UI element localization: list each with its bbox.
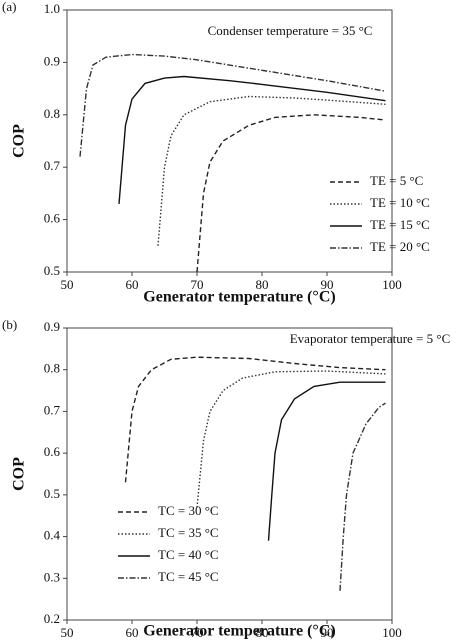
x-tick-label: 70 [191, 625, 204, 640]
x-tick-label: 50 [61, 625, 74, 640]
y-tick-label: 0.5 [44, 263, 60, 278]
y-tick-label: 1.0 [44, 1, 60, 16]
plot-frame [66, 327, 393, 621]
x-tick-label: 80 [256, 277, 269, 292]
x-tick-label: 60 [126, 277, 139, 292]
y-tick-label: 0.8 [44, 106, 60, 121]
x-tick-label: 100 [382, 625, 402, 640]
y-tick-label: 0.7 [44, 158, 61, 173]
y-tick-label: 0.8 [44, 361, 60, 376]
x-tick-label: 100 [382, 277, 402, 292]
y-axis-title: COP [11, 124, 28, 158]
series-line [124, 356, 386, 483]
panel-label: (b) [2, 317, 17, 332]
y-axis-title: COP [11, 457, 28, 491]
legend-label: TE = 15 °C [370, 217, 430, 232]
series-line [339, 402, 386, 591]
legend-label: TE = 5 °C [370, 173, 423, 188]
legend-label: TC = 40 °C [158, 547, 219, 562]
legend-label: TC = 30 °C [158, 503, 219, 518]
annotation: Condenser temperature = 35 °C [208, 23, 373, 38]
y-tick-label: 0.2 [44, 611, 60, 626]
series-line [79, 53, 386, 157]
y-tick-label: 0.9 [44, 53, 60, 68]
series-line [196, 114, 386, 273]
x-tick-label: 90 [321, 625, 334, 640]
legend-label: TE = 20 °C [370, 239, 430, 254]
series-line [196, 370, 386, 508]
legend-label: TC = 45 °C [158, 569, 219, 584]
y-tick-label: 0.6 [44, 444, 61, 459]
x-tick-label: 70 [191, 277, 204, 292]
y-tick-label: 0.4 [44, 528, 61, 543]
legend-label: TC = 35 °C [158, 525, 219, 540]
y-tick-label: 0.7 [44, 402, 61, 417]
x-tick-label: 80 [256, 625, 269, 640]
series-line [157, 95, 386, 246]
x-tick-label: 50 [61, 277, 74, 292]
y-tick-label: 0.3 [44, 569, 60, 584]
annotation: Evaporator temperature = 5 °C [290, 331, 451, 346]
legend-label: TE = 10 °C [370, 195, 430, 210]
series-line [118, 75, 386, 204]
x-axis-title: Generator temperature (°C) [143, 289, 335, 306]
panel-label: (a) [2, 0, 16, 14]
y-tick-label: 0.6 [44, 211, 61, 226]
x-tick-label: 60 [126, 625, 139, 640]
y-tick-label: 0.5 [44, 486, 60, 501]
y-tick-label: 0.9 [44, 319, 60, 334]
x-axis-title: Generator temperature (°C) [143, 623, 335, 640]
plot-frame [66, 9, 393, 273]
x-tick-label: 90 [321, 277, 334, 292]
series-line [267, 381, 386, 541]
